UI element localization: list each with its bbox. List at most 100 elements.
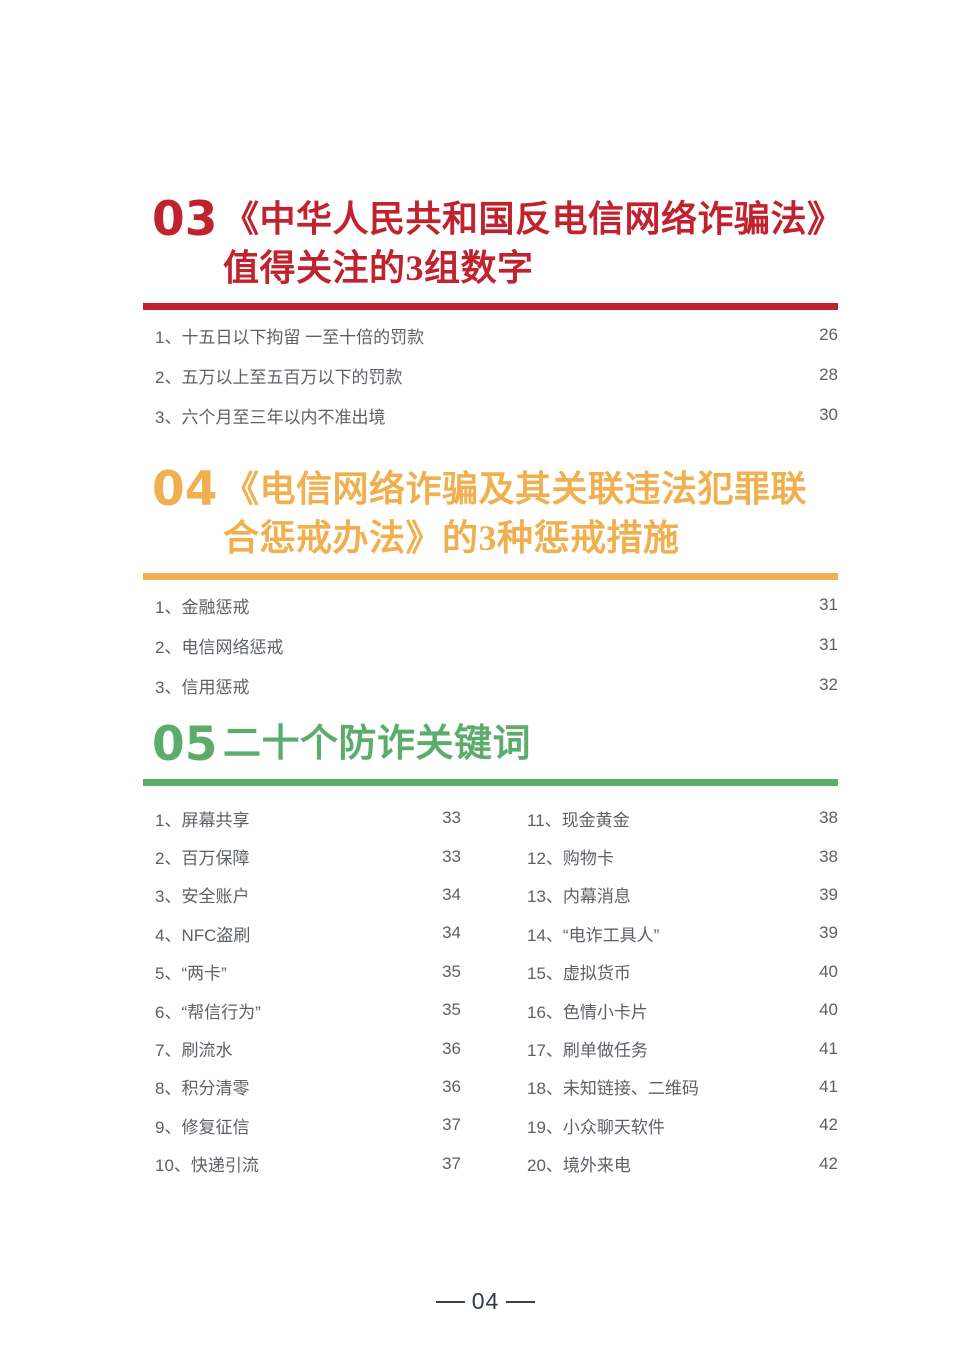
toc-entry: 2、五万以上至五百万以下的罚款 28	[155, 355, 838, 395]
keyword-column-right: 11、现金黄金 38 12、购物卡 38 13、内幕消息 39 14、	[527, 799, 838, 1183]
section-04: 04 《电信网络诈骗及其关联违法犯罪联 合惩戒办法》的3种惩戒措施 1、金融惩戒…	[143, 465, 838, 705]
toc-entry: 8、积分清零 36	[155, 1068, 461, 1106]
section-05-divider	[143, 779, 838, 786]
toc-entry-label: 20、境外来电	[527, 1156, 631, 1176]
toc-entry: 16、色情小卡片 40	[527, 991, 838, 1029]
footer-dash-left	[435, 1300, 465, 1303]
toc-entry-label: 13、内幕消息	[527, 887, 631, 907]
toc-entry: 10、快递引流 37	[155, 1145, 461, 1183]
section-03-divider	[143, 303, 838, 310]
toc-entry-label: 16、色情小卡片	[527, 1002, 648, 1022]
section-03-title-line2: 值得关注的3组数字	[223, 248, 534, 288]
toc-entry-label: 18、未知链接、二维码	[527, 1079, 699, 1099]
toc-entry-page: 41	[819, 1076, 838, 1096]
toc-entry: 12、购物卡 38	[527, 837, 838, 875]
section-03-title: 《中华人民共和国反电信网络诈骗法》 值得关注的3组数字	[223, 195, 844, 293]
toc-entry: 3、信用惩戒 32	[155, 665, 838, 705]
toc-entry-page: 35	[442, 1000, 461, 1020]
toc-entry: 7、刷流水 36	[155, 1029, 461, 1067]
toc-entry-page: 42	[819, 1153, 838, 1173]
toc-entry-label: 19、小众聊天软件	[527, 1117, 665, 1137]
toc-entry: 3、六个月至三年以内不准出境 30	[155, 395, 838, 435]
section-04-title-line2: 合惩戒办法》的3种惩戒措施	[223, 518, 680, 558]
section-05-keyword-columns: 1、屏幕共享 33 2、百万保障 33 3、安全账户 34 4、NFC	[143, 799, 838, 1183]
toc-entry-page: 31	[819, 595, 838, 614]
section-04-entries: 1、金融惩戒 31 2、电信网络惩戒 31 3、信用惩戒 32	[143, 585, 838, 705]
section-05: 05 二十个防诈关键词 1、屏幕共享 33 2、百万保障 33	[143, 720, 838, 1183]
toc-entry: 1、十五日以下拘留 一至十倍的罚款 26	[155, 315, 838, 355]
toc-entry-page: 37	[442, 1115, 461, 1135]
section-04-title: 《电信网络诈骗及其关联违法犯罪联 合惩戒办法》的3种惩戒措施	[223, 465, 807, 563]
toc-entry: 18、未知链接、二维码 41	[527, 1068, 838, 1106]
toc-entry-page: 33	[442, 808, 461, 828]
toc-entry: 19、小众聊天软件 42	[527, 1106, 838, 1144]
toc-entry: 14、“电诈工具人” 39	[527, 914, 838, 952]
toc-entry-page: 42	[819, 1115, 838, 1135]
toc-entry: 9、修复征信 37	[155, 1106, 461, 1144]
toc-entry-page: 34	[442, 884, 461, 904]
toc-entry-page: 32	[819, 675, 838, 694]
toc-entry-label: 9、修复征信	[155, 1117, 250, 1137]
section-03-entries: 1、十五日以下拘留 一至十倍的罚款 26 2、五万以上至五百万以下的罚款 28 …	[143, 315, 838, 435]
toc-entry-page: 35	[442, 961, 461, 981]
toc-entry-page: 36	[442, 1076, 461, 1096]
toc-entry: 6、“帮信行为” 35	[155, 991, 461, 1029]
toc-entry-page: 33	[442, 846, 461, 866]
toc-entry: 13、内幕消息 39	[527, 876, 838, 914]
section-05-number: 05	[152, 717, 218, 772]
toc-entry-label: 8、积分清零	[155, 1079, 250, 1099]
page-footer: 04	[0, 1288, 971, 1315]
toc-entry: 11、现金黄金 38	[527, 799, 838, 837]
toc-entry-label: 14、“电诈工具人”	[527, 925, 660, 945]
section-04-number: 04	[152, 462, 218, 517]
toc-entry-label: 1、金融惩戒	[155, 597, 250, 617]
toc-entry-label: 2、电信网络惩戒	[155, 637, 284, 657]
footer-page-number: 04	[471, 1288, 500, 1314]
section-04-title-line1: 《电信网络诈骗及其关联违法犯罪联	[223, 469, 808, 509]
toc-entry-label: 3、信用惩戒	[155, 677, 250, 697]
toc-entry-label: 3、六个月至三年以内不准出境	[155, 407, 386, 427]
toc-entry-page: 41	[819, 1038, 838, 1058]
toc-entry-page: 26	[819, 325, 838, 344]
toc-entry-label: 12、购物卡	[527, 849, 614, 869]
toc-entry-label: 17、刷单做任务	[527, 1041, 648, 1061]
toc-entry-label: 2、五万以上至五百万以下的罚款	[155, 367, 403, 387]
toc-entry: 1、金融惩戒 31	[155, 585, 838, 625]
footer-dash-right	[506, 1300, 536, 1303]
toc-entry: 17、刷单做任务 41	[527, 1029, 838, 1067]
toc-entry-label: 2、百万保障	[155, 849, 250, 869]
toc-entry: 2、百万保障 33	[155, 837, 461, 875]
toc-entry: 1、屏幕共享 33	[155, 799, 461, 837]
toc-entry-label: 3、安全账户	[155, 887, 250, 907]
toc-entry: 20、境外来电 42	[527, 1145, 838, 1183]
toc-entry-label: 1、屏幕共享	[155, 810, 250, 830]
toc-entry-page: 39	[819, 923, 838, 943]
toc-entry: 15、虚拟货币 40	[527, 953, 838, 991]
keyword-column-left: 1、屏幕共享 33 2、百万保障 33 3、安全账户 34 4、NFC	[155, 799, 461, 1183]
toc-entry: 4、NFC盗刷 34	[155, 914, 461, 952]
toc-entry: 3、安全账户 34	[155, 876, 461, 914]
section-03: 03 《中华人民共和国反电信网络诈骗法》 值得关注的3组数字 1、十五日以下拘留…	[143, 195, 844, 435]
toc-entry-page: 31	[819, 635, 838, 654]
toc-entry-page: 39	[819, 884, 838, 904]
toc-entry-page: 40	[819, 961, 838, 981]
toc-entry-label: 11、现金黄金	[527, 810, 630, 830]
toc-entry-page: 34	[442, 923, 461, 943]
toc-entry-page: 28	[819, 365, 838, 384]
toc-entry: 5、“两卡” 35	[155, 953, 461, 991]
section-03-heading: 03 《中华人民共和国反电信网络诈骗法》 值得关注的3组数字	[143, 195, 844, 293]
toc-entry-label: 1、十五日以下拘留 一至十倍的罚款	[155, 327, 425, 347]
section-05-heading: 05 二十个防诈关键词	[143, 720, 838, 769]
toc-entry-label: 5、“两卡”	[155, 964, 227, 984]
toc-entry-page: 38	[819, 846, 838, 866]
section-04-divider	[143, 573, 838, 580]
toc-entry-label: 10、快递引流	[155, 1156, 259, 1176]
section-03-title-line1: 《中华人民共和国反电信网络诈骗法》	[223, 199, 844, 239]
toc-entry-label: 6、“帮信行为”	[155, 1002, 261, 1022]
toc-entry-page: 38	[819, 808, 838, 828]
section-05-title: 二十个防诈关键词	[223, 723, 532, 765]
toc-entry-label: 15、虚拟货币	[527, 964, 631, 984]
section-04-heading: 04 《电信网络诈骗及其关联违法犯罪联 合惩戒办法》的3种惩戒措施	[143, 465, 838, 563]
toc-entry-label: 4、NFC盗刷	[155, 925, 251, 945]
toc-entry-page: 30	[819, 405, 838, 424]
